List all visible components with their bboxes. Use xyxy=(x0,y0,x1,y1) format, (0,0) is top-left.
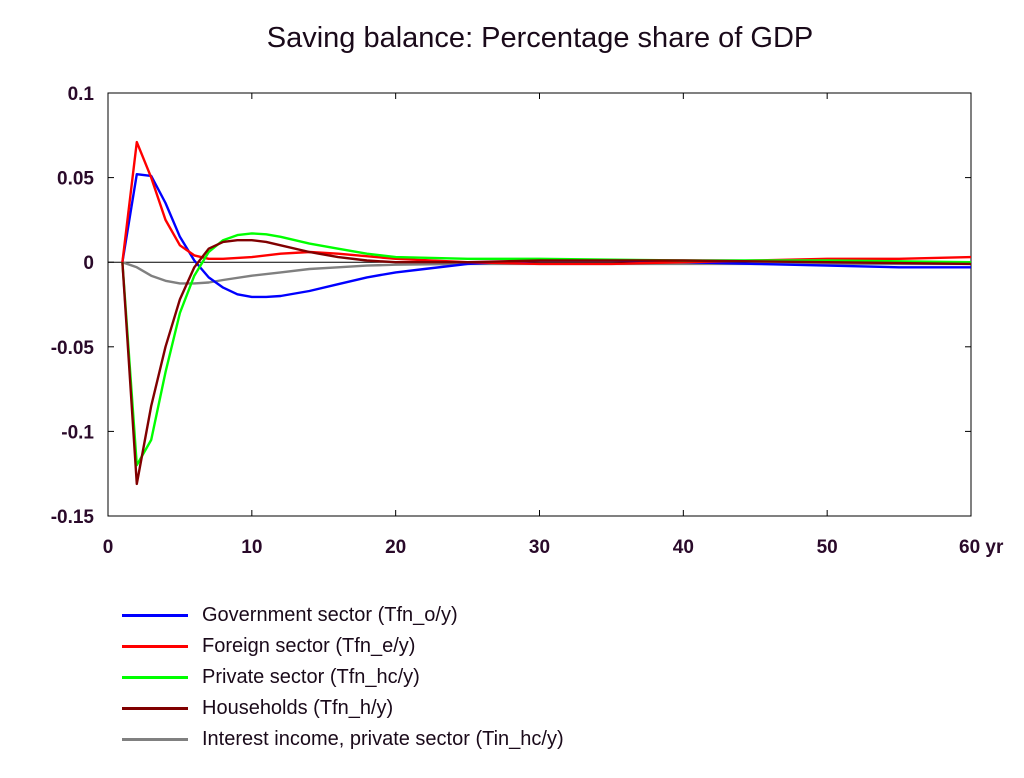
x-tick-label: 10 xyxy=(241,537,262,558)
tick-layer: 0.1 0.05 0 -0.05 -0.1 -0.15 0 10 20 30 40 50 60 yr xyxy=(51,84,1004,558)
x-tick-label: 0 xyxy=(103,537,114,558)
legend-label: Households (Tfn_h/y) xyxy=(202,697,394,719)
legend-label: Foreign sector (Tfn_e/y) xyxy=(202,635,416,657)
y-tick-label: 0.1 xyxy=(68,84,95,105)
legend-label: Private sector (Tfn_hc/y) xyxy=(202,666,420,688)
y-tick-label: -0.1 xyxy=(61,422,94,443)
legend-swatch xyxy=(122,645,188,648)
x-tick-label: 60 yr xyxy=(959,537,1004,558)
legend: Government sector (Tfn_o/y) Foreign secto… xyxy=(122,600,564,755)
legend-item: Households (Tfn_h/y) xyxy=(122,693,564,724)
series-line-government xyxy=(121,172,971,299)
y-tick-label: -0.05 xyxy=(51,338,95,359)
series-layer xyxy=(121,140,972,486)
plot-frame xyxy=(107,92,972,517)
y-tick-label: 0 xyxy=(83,253,94,274)
legend-swatch xyxy=(122,676,188,679)
legend-item: Government sector (Tfn_o/y) xyxy=(122,600,564,631)
line-chart: 0.1 0.05 0 -0.05 -0.1 -0.15 0 10 20 30 40 50 60 yr xyxy=(51,84,1004,558)
y-tick-label: 0.05 xyxy=(57,169,94,190)
series-line-private xyxy=(121,232,972,467)
series-line-foreign xyxy=(121,140,972,266)
legend-swatch xyxy=(122,614,188,617)
x-tick-label: 20 xyxy=(385,537,406,558)
x-tick-label: 40 xyxy=(673,537,694,558)
x-tick-label: 50 xyxy=(817,537,838,558)
legend-swatch xyxy=(122,738,188,741)
legend-label: Interest income, private sector (Tin_hc/… xyxy=(202,728,564,750)
x-tick-label: 30 xyxy=(529,537,550,558)
chart-title: Saving balance: Percentage share of GDP xyxy=(266,22,814,54)
legend-item: Private sector (Tfn_hc/y) xyxy=(122,662,564,693)
legend-label: Government sector (Tfn_o/y) xyxy=(202,604,458,626)
series-line-households xyxy=(121,238,972,486)
legend-item: Interest income, private sector (Tin_hc/… xyxy=(122,724,564,755)
legend-item: Foreign sector (Tfn_e/y) xyxy=(122,631,564,662)
y-tick-label: -0.15 xyxy=(51,507,95,528)
legend-swatch xyxy=(122,707,188,710)
